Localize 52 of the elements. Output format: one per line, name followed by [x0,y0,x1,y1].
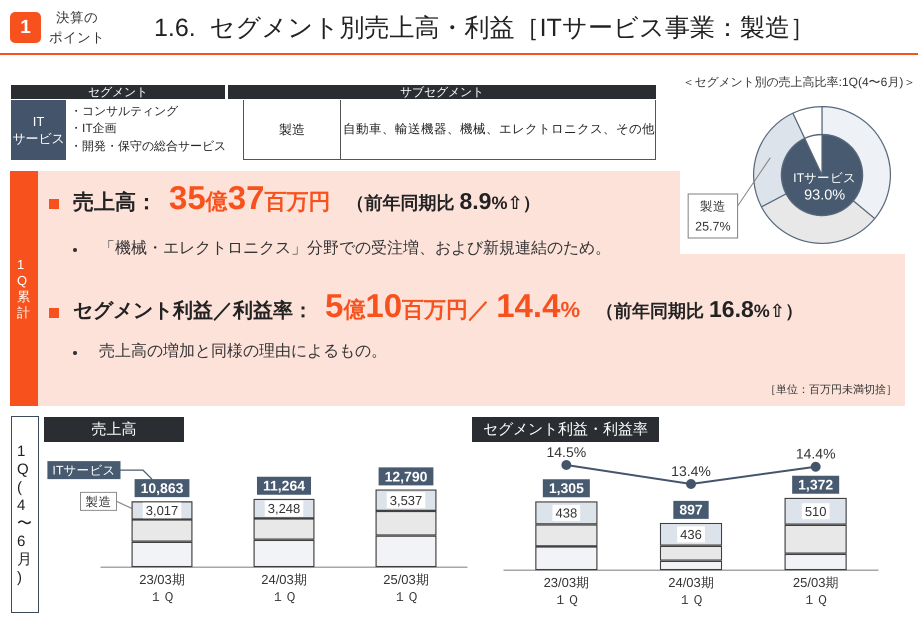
data-label: 438 [555,505,578,520]
data-label: 14.4% [796,446,836,462]
text: 35億37百万円 [169,179,330,216]
text: 「機械・エレクトロニクス」分野での受注増、および新規連結のため。 [99,239,611,259]
data-label: 436 [680,526,702,542]
data-label: 14.5% [546,444,586,460]
data-label: 3,248 [268,501,300,516]
data-label: 510 [804,504,827,519]
chart-title: ＜セグメント別の売上高比率:1Q(4〜6月)＞ [682,74,916,90]
total-label: 11,264 [262,478,306,494]
text: 売上高の増加と同様の理由によるもの。 [99,342,387,362]
chart-title: セグメント利益・利益率 [472,417,659,442]
data-label: 3,537 [390,492,422,508]
x-tick-label: 23/03期１Ｑ [139,572,185,604]
total-label: 12,790 [384,468,428,484]
text: セグメント [11,85,225,99]
text: 自動車、輸送機器、機械、エレクトロニクス、その他 [340,100,656,160]
text: ・IT企画 [70,120,117,137]
data-label: 3,017 [146,502,178,518]
text: （前年同期比 8.9%⇧） [346,188,541,214]
x-tick-label: 25/03期１Ｑ [383,572,429,604]
text: （前年同期比 16.8%⇧） [596,296,803,322]
x-tick-label: 25/03期１Ｑ [792,575,838,608]
chart-title: 売上高 [44,417,184,442]
text: ・コンサルティング [70,103,178,120]
text: ・開発・保守の総合サービス [70,138,226,155]
text: 製造 [243,100,341,160]
x-tick-label: 24/03期１Ｑ [261,572,307,604]
data-label: 25.7% [695,219,731,234]
text: サブセグメント [228,85,656,99]
total-label: 1,372 [798,476,834,493]
text: 5億10百万円／ 14.4% [325,287,580,324]
text: ［単位：百万円未満切捨］ [765,383,897,397]
x-tick-label: 24/03期１Ｑ [668,575,714,608]
total-label: 10,863 [140,480,184,496]
data-label: 93.0% [804,187,846,204]
text: 売上高： [73,191,157,214]
series-label: 製造 [86,494,112,509]
total-label: 1,305 [548,480,584,496]
total-label: 897 [679,502,703,518]
text: ポイント [48,29,106,47]
slice-label: ITサービス [793,170,856,185]
data-label: 13.4% [671,462,711,479]
text: セグメント利益／利益率： [73,300,313,322]
text: 1Q累計 [17,256,30,320]
text: 決算の [55,9,99,27]
y-axis-title: 1Q(4〜6月) [17,442,32,586]
x-tick-label: 23/03期１Ｑ [544,575,590,608]
text: IT サービス [11,100,66,160]
text: ITサービス [52,464,116,478]
slice-label: 製造 [700,199,726,214]
text: 1.6. セグメント別売上高・利益［ITサービス事業：製造］ [154,13,815,44]
